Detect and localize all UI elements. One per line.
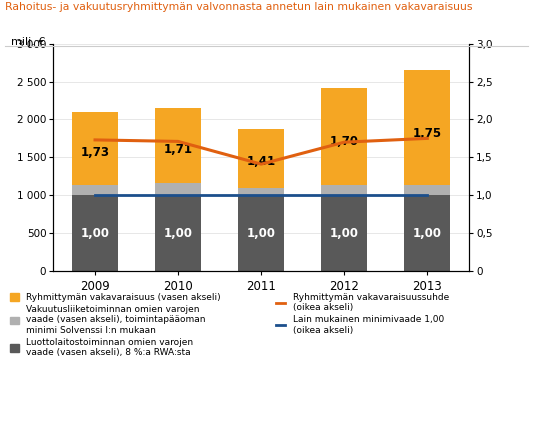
Text: 1,00: 1,00 bbox=[164, 226, 192, 239]
Bar bbox=[321, 88, 367, 185]
Bar bbox=[72, 185, 118, 195]
Bar bbox=[405, 184, 450, 195]
Text: 1,70: 1,70 bbox=[330, 135, 359, 148]
Text: milj. €: milj. € bbox=[11, 37, 45, 47]
Text: 1,75: 1,75 bbox=[413, 127, 442, 139]
Legend: Ryhmittymän vakavaraisuussuhde
(oikea akseli), Lain mukainen minimivaade 1,00
(o: Ryhmittymän vakavaraisuussuhde (oikea ak… bbox=[276, 293, 449, 335]
Text: 1,00: 1,00 bbox=[330, 226, 359, 239]
Text: Rahoitus- ja vakuutusryhmittymän valvonnasta annetun lain mukainen vakavaraisuus: Rahoitus- ja vakuutusryhmittymän valvonn… bbox=[5, 2, 473, 12]
Bar bbox=[72, 195, 118, 271]
Bar bbox=[238, 188, 284, 195]
Bar bbox=[405, 70, 450, 184]
Bar bbox=[238, 195, 284, 271]
Text: 1,00: 1,00 bbox=[80, 226, 110, 239]
Text: 1,00: 1,00 bbox=[247, 226, 276, 239]
Text: 1,00: 1,00 bbox=[413, 226, 442, 239]
Bar bbox=[72, 112, 118, 185]
Text: 1,71: 1,71 bbox=[164, 143, 192, 156]
Bar bbox=[321, 195, 367, 271]
Bar bbox=[238, 128, 284, 188]
Bar bbox=[155, 108, 201, 183]
Bar bbox=[321, 185, 367, 195]
Bar bbox=[155, 183, 201, 195]
Bar bbox=[155, 195, 201, 271]
Bar bbox=[405, 195, 450, 271]
Text: 1,41: 1,41 bbox=[247, 155, 276, 168]
Text: 1,73: 1,73 bbox=[80, 146, 110, 159]
Legend: Ryhmittymän vakavaraisuus (vasen akseli), Vakuutusliiketoiminnan omien varojen
v: Ryhmittymän vakavaraisuus (vasen akseli)… bbox=[10, 293, 221, 357]
